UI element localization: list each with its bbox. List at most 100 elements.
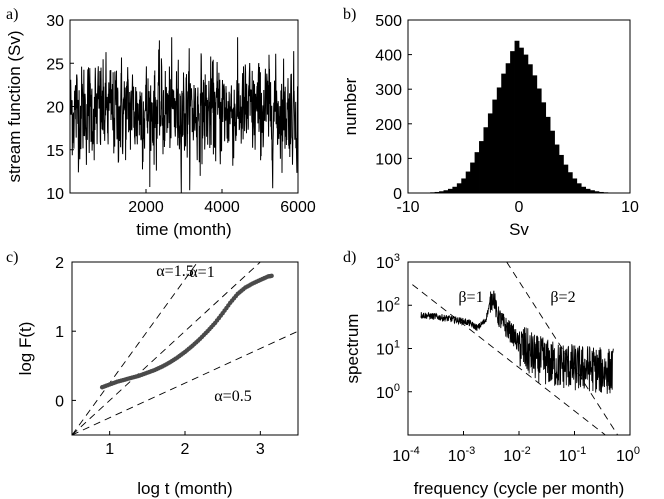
panel-b-bar: [487, 113, 493, 193]
panel-a-ytick-label: 20: [46, 100, 64, 117]
panel-d-ytick-label: 100: [376, 382, 400, 402]
panel-b-bar: [434, 191, 440, 193]
panel-b-bar: [514, 40, 520, 194]
panel-b-bar: [510, 51, 515, 193]
panel-d-ytick-label: 102: [376, 295, 400, 315]
panel-b-xlabel: Sv: [509, 220, 529, 239]
panel-b-bar: [576, 183, 582, 193]
panel-a-letter: a): [6, 6, 18, 23]
panel-b-bar: [479, 141, 484, 193]
panel-b-bar: [567, 172, 573, 193]
panel-a-ytick-label: 15: [46, 143, 64, 160]
panel-c-reference-line: [72, 330, 298, 435]
panel-c-ytick-label: 2: [55, 255, 64, 272]
panel-b-ytick-label: 500: [375, 13, 402, 30]
panel-d-ylabel: spectrum: [343, 314, 362, 384]
panel-b-bar: [598, 191, 604, 193]
panel-b-bar: [470, 162, 475, 193]
panel-b-letter: b): [343, 6, 356, 23]
panel-d-series-line: [420, 290, 614, 394]
panel-b-ylabel: number: [341, 77, 360, 135]
panel-a-xtick-label: 2000: [128, 199, 164, 216]
panel-d-xtick-label: 10-3: [448, 445, 476, 465]
panel-b-ytick-label: 200: [375, 117, 402, 134]
panel-c-reference-label: α=1.5: [156, 263, 193, 280]
panel-b-bar: [590, 190, 595, 193]
panel-b-bar: [536, 88, 542, 193]
panel-a-ytick-label: 10: [46, 186, 64, 203]
panel-d-xlabel: frequency (cycle per month): [414, 479, 625, 498]
panel-c-xtick-label: 3: [256, 441, 265, 458]
panel-d-ytick-label: 101: [376, 339, 400, 359]
panel-b-bar: [505, 63, 511, 193]
panel-d-xtick-label: 10-4: [392, 445, 420, 465]
panel-b-bar: [563, 164, 569, 193]
panel-b-xtick-label: 10: [621, 199, 639, 216]
panel-b-ytick-label: 0: [393, 186, 402, 203]
panel-b-bar: [545, 116, 551, 193]
panel-c-reference-line: [72, 262, 261, 435]
panel-b-bar: [558, 154, 564, 193]
panel-c-ylabel: log F(t): [16, 322, 35, 376]
panel-d-reference-label: β=2: [550, 289, 575, 306]
panel-c-ytick-label: 0: [55, 393, 64, 410]
panel-b-xtick-label: -10: [396, 199, 419, 216]
panel-a-xlabel: time (month): [136, 220, 231, 239]
panel-b-bar: [461, 178, 467, 193]
panel-c-plot-frame: [71, 261, 299, 436]
panel-a-xtick-label: 6000: [280, 199, 316, 216]
panel-a: a) 2000 4000 6000 10 15 20 25 30 time (month) stre…: [5, 6, 316, 239]
panel-b-bar: [541, 102, 547, 193]
panel-d-xtick-label: 100: [616, 445, 640, 465]
panel-c-reference-label: α=0.5: [214, 388, 251, 405]
panel-c-xtick-label: 2: [181, 441, 190, 458]
panel-d-xtick-label: 10-2: [503, 445, 531, 465]
panel-d-plot-frame: [407, 261, 631, 436]
panel-b-bar: [443, 190, 449, 193]
panel-b-bar: [523, 54, 529, 193]
panel-b-ytick-label: 400: [375, 48, 402, 65]
panel-d-ytick-label: 103: [376, 252, 400, 272]
panel-d-reference-line: [412, 284, 607, 435]
panel-b-ytick-label: 300: [375, 82, 402, 99]
panel-b-bar: [474, 152, 480, 193]
panel-c-letter: c): [6, 249, 18, 266]
panel-b-bar: [572, 178, 578, 193]
panel-b-bar: [447, 188, 453, 193]
panel-b-bar: [581, 186, 586, 193]
panel-c-xtick-label: 1: [105, 441, 114, 458]
panel-b-xtick-label: 0: [515, 199, 524, 216]
panel-c-data-point: [269, 273, 274, 279]
panel-b-bar: [492, 99, 498, 193]
panel-a-ylabel: stream function (Sv): [5, 30, 24, 182]
panel-b-bar: [452, 186, 458, 193]
panel-d-letter: d): [343, 249, 356, 266]
panel-b-bar: [501, 73, 507, 193]
panel-b-bar: [465, 171, 471, 193]
panel-a-ytick-label: 25: [46, 56, 64, 73]
panel-b-bar: [519, 47, 524, 194]
panel-b-bar: [483, 127, 489, 193]
panel-b-bar: [554, 144, 560, 193]
panel-b-bar: [585, 188, 591, 193]
panel-b-bar: [456, 183, 462, 193]
panel-d-xtick-label: 10-1: [559, 445, 587, 465]
panel-b-bar: [527, 64, 533, 194]
panel-b-bar: [496, 87, 502, 193]
panel-a-series-line: [69, 37, 299, 194]
panel-a-xtick-label: 4000: [204, 199, 240, 216]
panel-b-bar: [594, 191, 600, 193]
panel-b-bar: [550, 130, 555, 193]
panel-c-xlabel: log t (month): [137, 479, 232, 498]
panel-c-ytick-label: 1: [55, 324, 64, 341]
panel-a-ytick-label: 30: [46, 13, 64, 30]
panel-b-ytick-label: 100: [375, 151, 402, 168]
panel-b-bar: [532, 75, 538, 193]
panel-d: d) β=1 β=2 10-4 10-3 10-2 10-1 100 100 101 102 103 f…: [343, 249, 640, 498]
panel-c: c) α=1.5α=1 α=0.5 1 2 3 0 1 2 log t (month) log F(…: [6, 249, 299, 498]
panel-c-reference-label: α=1: [189, 264, 214, 281]
panel-d-reference-label: β=1: [458, 289, 483, 306]
panel-b-bar: [439, 191, 444, 193]
